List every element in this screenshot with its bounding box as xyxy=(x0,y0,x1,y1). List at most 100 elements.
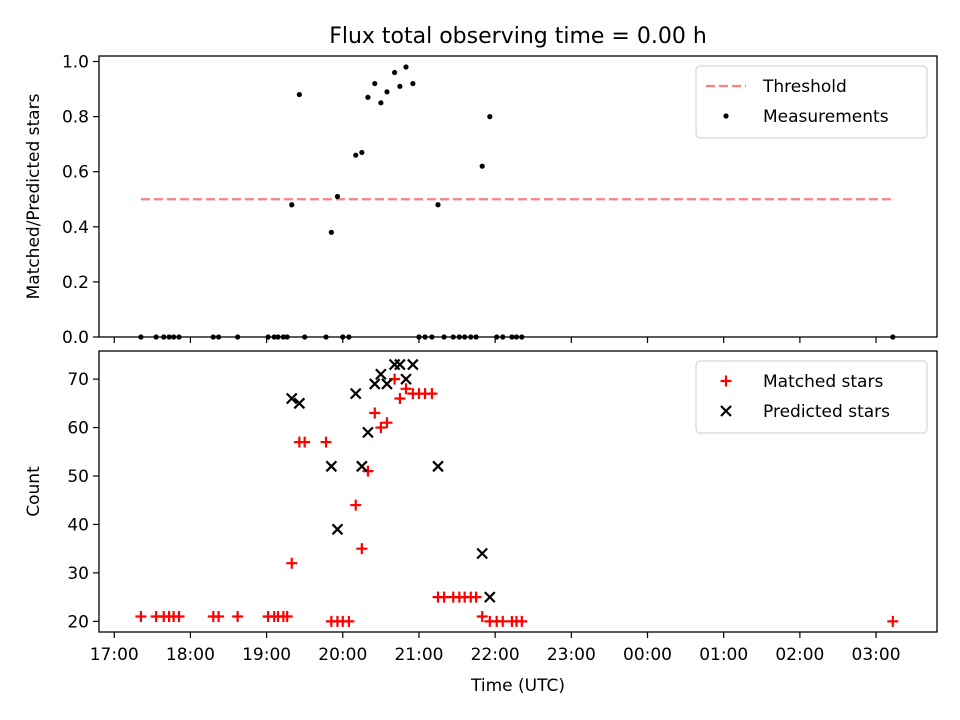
data-point xyxy=(375,422,387,434)
legend-box xyxy=(695,360,928,434)
y-tick-label: 20 xyxy=(67,612,89,632)
data-point xyxy=(403,64,409,70)
y-tick-label: 0.2 xyxy=(62,273,89,293)
star-count-panel: 20 30 40 50 60 70 17:00 18:00 19:00 20:00 21:00 22:… xyxy=(24,350,938,696)
y-tick-label: 1.0 xyxy=(62,53,89,73)
flux-ratio-panel: 0.0 0.2 0.4 0.6 0.8 1.0 Matched/Predicted star… xyxy=(24,53,938,348)
data-point xyxy=(394,392,406,404)
data-point xyxy=(281,610,293,622)
data-point xyxy=(334,193,341,200)
x-tick-label: 23:00 xyxy=(547,645,596,665)
data-point xyxy=(173,610,185,622)
data-point xyxy=(400,383,412,395)
x-axis-label: Time (UTC) xyxy=(470,676,565,696)
x-tick-label: 03:00 xyxy=(852,645,901,665)
data-point xyxy=(484,591,496,603)
data-point xyxy=(479,163,485,169)
legend-handle xyxy=(723,113,729,119)
y-tick-label: 40 xyxy=(67,515,89,535)
y-tick-label: 0.4 xyxy=(62,218,89,238)
data-point xyxy=(407,358,419,371)
axes-frame xyxy=(98,55,938,338)
data-point xyxy=(372,80,378,87)
data-point xyxy=(381,417,393,429)
data-point xyxy=(397,83,403,89)
data-point xyxy=(289,202,295,208)
x-tick-label: 21:00 xyxy=(394,645,443,665)
series-predicted-stars xyxy=(285,358,496,603)
data-point xyxy=(887,615,899,627)
data-point xyxy=(350,499,362,511)
x-tick-label: 00:00 xyxy=(623,645,672,665)
data-point xyxy=(400,373,412,385)
legend-label: Matched stars xyxy=(763,372,883,392)
legend-handle xyxy=(720,405,732,417)
data-point xyxy=(349,387,362,400)
data-point xyxy=(476,610,488,622)
data-point xyxy=(320,436,332,448)
data-point xyxy=(135,610,147,622)
data-point xyxy=(470,591,482,603)
legend-label: Measurements xyxy=(763,107,889,127)
data-point xyxy=(388,358,401,371)
axes-frame xyxy=(98,350,938,633)
y-tick-label: 50 xyxy=(67,467,89,487)
data-point xyxy=(213,610,225,622)
data-point xyxy=(375,368,387,381)
data-point xyxy=(426,388,438,400)
x-tick-label: 22:00 xyxy=(471,645,520,665)
data-point xyxy=(232,610,244,622)
data-point xyxy=(516,615,528,627)
x-tick-label: 18:00 xyxy=(166,645,215,665)
legend-box xyxy=(695,65,928,139)
x-tick-label: 02:00 xyxy=(775,645,824,665)
legend: Matched stars Predicted stars xyxy=(695,360,928,434)
data-point xyxy=(325,460,338,473)
x-tick-label: 17:00 xyxy=(90,645,139,665)
legend: Threshold Measurements xyxy=(695,65,928,139)
data-point xyxy=(343,615,355,627)
data-point xyxy=(384,89,390,95)
data-point xyxy=(359,149,365,156)
data-point xyxy=(476,547,488,560)
y-tick-label: 0.6 xyxy=(62,163,89,183)
data-point xyxy=(394,358,406,371)
data-point xyxy=(353,152,359,158)
data-point xyxy=(362,426,374,439)
x-tick-label: 20:00 xyxy=(318,645,367,665)
data-point xyxy=(286,557,298,569)
data-point xyxy=(381,378,393,390)
data-point xyxy=(331,523,344,536)
y-tick-label: 70 xyxy=(67,370,89,390)
y-tick-label: 30 xyxy=(67,564,89,584)
data-point xyxy=(293,397,306,410)
data-point xyxy=(285,392,298,405)
series-matched-stars xyxy=(135,373,899,627)
y-tick-label: 60 xyxy=(67,419,89,439)
data-point xyxy=(432,460,444,473)
data-point xyxy=(362,465,374,477)
y-axis-label: Matched/Predicted stars xyxy=(24,93,44,299)
data-point xyxy=(365,94,371,100)
data-point xyxy=(378,100,384,106)
data-point xyxy=(296,91,302,98)
legend-label: Threshold xyxy=(762,77,847,97)
data-point xyxy=(435,202,441,208)
legend-label: Predicted stars xyxy=(763,402,890,422)
data-point xyxy=(328,229,334,235)
data-point xyxy=(369,407,381,419)
chart-title: Flux total observing time = 0.00 h xyxy=(329,24,707,49)
x-tick-label: 01:00 xyxy=(699,645,748,665)
data-point xyxy=(391,69,398,76)
data-point xyxy=(487,114,493,120)
data-point xyxy=(356,543,368,555)
data-point xyxy=(356,460,368,473)
data-point xyxy=(299,436,311,448)
legend-handle xyxy=(720,375,732,387)
x-tick-label: 19:00 xyxy=(242,645,291,665)
y-axis-label: Count xyxy=(24,466,44,517)
data-point xyxy=(410,80,416,87)
data-point xyxy=(369,378,381,390)
y-tick-label: 0.8 xyxy=(62,108,89,128)
